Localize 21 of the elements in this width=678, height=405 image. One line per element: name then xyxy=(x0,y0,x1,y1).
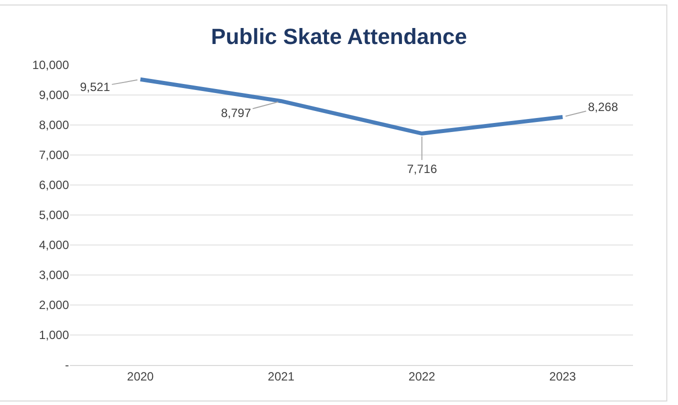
y-tick-label: 1,000 xyxy=(38,328,70,342)
y-tick-label: 8,000 xyxy=(38,118,70,132)
x-tick-label: 2020 xyxy=(127,369,154,384)
y-tick-label: 5,000 xyxy=(38,208,70,222)
y-tick-label: - xyxy=(65,358,69,372)
y-tick-label: 7,000 xyxy=(38,148,70,162)
y-tick-label: 2,000 xyxy=(38,298,70,312)
y-tick-label: 10,000 xyxy=(32,58,70,72)
data-label: 9,521 xyxy=(80,80,110,94)
data-label: 8,268 xyxy=(588,100,618,114)
x-tick-label: 2021 xyxy=(268,369,295,384)
y-tick-label: 4,000 xyxy=(38,238,70,252)
chart-title: Public Skate Attendance xyxy=(211,24,467,49)
y-tick-label: 3,000 xyxy=(38,268,70,282)
data-label: 8,797 xyxy=(221,106,252,120)
x-tick-label: 2022 xyxy=(408,369,436,384)
line-series xyxy=(138,77,565,136)
data-label: 7,716 xyxy=(407,162,438,176)
x-tick-label: 2023 xyxy=(549,369,576,384)
y-tick-label: 6,000 xyxy=(38,178,70,192)
y-tick-label: 9,000 xyxy=(38,88,70,102)
